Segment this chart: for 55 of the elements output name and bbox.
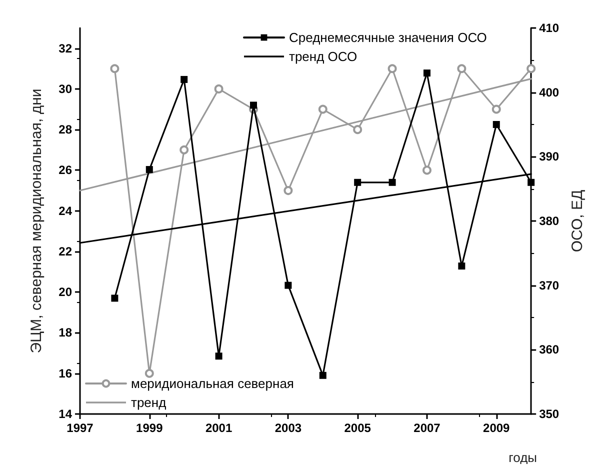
point: [528, 178, 535, 186]
point: [458, 262, 466, 270]
y-tick-label: 14: [58, 407, 72, 421]
point: [146, 166, 153, 174]
point: [250, 102, 257, 109]
point: [318, 104, 328, 114]
legend-label: тренд: [131, 395, 167, 410]
point: [180, 76, 188, 83]
point: [284, 186, 293, 196]
legend-label: меридиональная северная: [131, 376, 294, 391]
y2-tick-label: 390: [539, 150, 560, 164]
y2-tick-label: 360: [539, 342, 560, 357]
point: [215, 352, 222, 360]
point: [526, 64, 536, 74]
x-tick-label: 2005: [344, 421, 372, 435]
point: [492, 104, 501, 114]
y-tick-label: 20: [58, 285, 72, 300]
point: [354, 178, 362, 186]
point: [492, 121, 500, 128]
y-tick-label: 28: [58, 122, 72, 137]
x-tick-label: 1999: [136, 421, 164, 435]
point: [422, 166, 432, 175]
point: [180, 145, 189, 154]
y2-tick-label: 380: [539, 214, 560, 228]
point: [423, 70, 430, 77]
point: [388, 178, 396, 186]
x-tick-label: 1997: [66, 421, 94, 435]
point: [110, 64, 120, 74]
y2-axis-title: ОСО, ЕД: [569, 190, 586, 252]
y-tick-label: 30: [58, 82, 72, 96]
legend-label: Среднемесячные значения ОСО: [289, 30, 487, 45]
y-tick-label: 16: [58, 366, 72, 380]
x-tick-label: 2003: [274, 421, 302, 435]
x-tick-label: 2001: [205, 421, 232, 435]
point: [388, 64, 397, 74]
point: [111, 294, 118, 302]
y-tick-label: 18: [58, 326, 72, 340]
point: [214, 84, 224, 94]
y-tick-label: 24: [58, 204, 72, 218]
x-tick-label: 2009: [483, 421, 510, 435]
y2-tick-label: 350: [539, 407, 560, 421]
y2-tick-label: 370: [539, 278, 560, 292]
point: [353, 125, 362, 134]
point: [319, 372, 326, 379]
y-tick-label: 32: [58, 41, 72, 56]
x-tick-label: 2007: [414, 421, 441, 435]
y2-tick-label: 410: [539, 21, 560, 35]
legend-label: тренд ОСО: [289, 49, 358, 64]
y-tick-label: 22: [58, 244, 72, 258]
point: [144, 368, 154, 378]
y-tick-label: 26: [58, 163, 72, 178]
point: [284, 282, 292, 289]
y2-tick-label: 400: [539, 85, 560, 100]
point: [457, 64, 466, 74]
y-axis-title: ЭЦМ, северная меридиональная, дни: [28, 88, 45, 354]
